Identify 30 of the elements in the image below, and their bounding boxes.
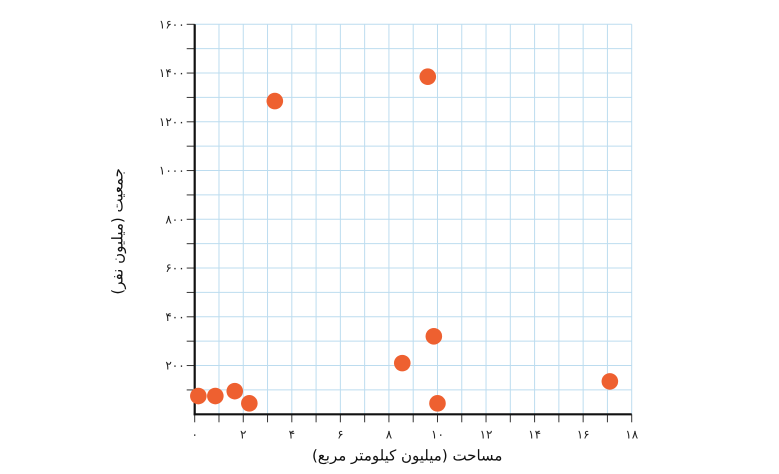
x-axis-title: مساحت (میلیون کیلومتر مربع) <box>312 446 502 464</box>
y-tick-label: ۶۰۰ <box>165 261 185 276</box>
point <box>429 395 446 412</box>
y-tick-label: ۲۰۰ <box>165 358 185 373</box>
point <box>426 328 442 345</box>
point <box>394 354 411 372</box>
y-tick-label: ۱۲۰۰ <box>158 114 185 129</box>
y-tick-label: ۴۰۰ <box>165 310 185 324</box>
x-tick-label: ۱۲ <box>480 427 492 442</box>
x-tick-label: ۱۸ <box>625 427 639 442</box>
point <box>207 388 224 404</box>
y-tick-label: ۱۴۰۰ <box>158 66 185 80</box>
x-tick-label: ۱۰ <box>431 427 444 442</box>
y-tick-label: ۱۶۰۰ <box>158 17 185 32</box>
point <box>602 373 618 390</box>
x-tick-label: ۲ <box>240 427 246 442</box>
x-tick-label: ۰ <box>191 427 198 442</box>
point <box>190 388 207 404</box>
x-tick-label: ۶ <box>337 427 344 442</box>
point <box>266 92 284 110</box>
point <box>419 68 436 86</box>
point <box>241 395 258 412</box>
y-tick-label: ۱۰۰۰ <box>158 164 185 178</box>
point <box>226 382 244 400</box>
x-tick-label: ۱۴ <box>528 427 542 442</box>
y-tick-label: ۸۰۰ <box>165 212 185 226</box>
x-tick-label: ۱۶ <box>576 427 590 442</box>
x-tick-label: ۴ <box>288 427 296 442</box>
y-axis-title: جمعیت (میلیون نفر) <box>108 168 127 295</box>
x-tick-label: ۸ <box>386 427 393 442</box>
